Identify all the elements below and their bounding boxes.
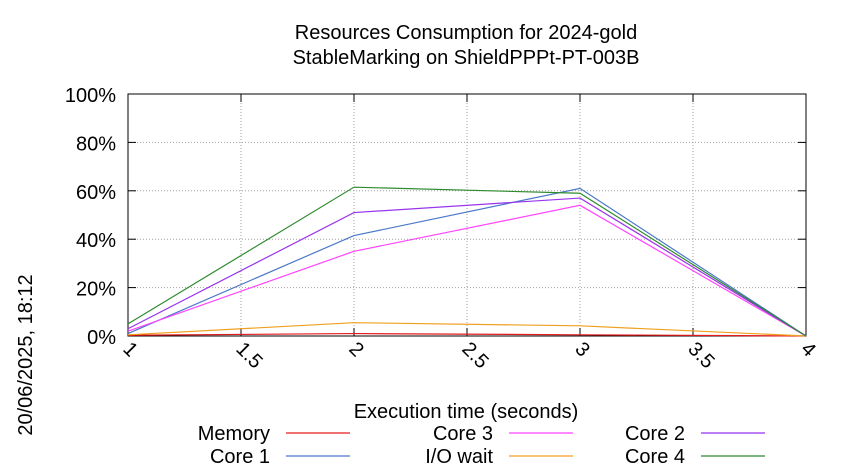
series-line-i-o-wait xyxy=(127,322,807,337)
series-line-core-4 xyxy=(127,186,807,337)
y-tick-label: 60% xyxy=(76,182,116,204)
legend-label-core-1: Core 1 xyxy=(210,446,270,468)
y-tick-labels: 0% 20% 40% 60% 80% 100% xyxy=(65,85,116,349)
axes xyxy=(127,93,807,337)
series-lines xyxy=(127,186,807,337)
x-tick-label: 4 xyxy=(796,338,819,361)
x-tick-label: 3 xyxy=(570,338,593,361)
y-tick-label: 0% xyxy=(87,327,116,349)
legend-label-core-2: Core 2 xyxy=(625,423,685,445)
legend-label-memory: Memory xyxy=(198,423,270,445)
chart-subtitle: StableMarking on ShieldPPPt-PT-003B xyxy=(293,47,640,69)
y-tick-label: 40% xyxy=(76,230,116,252)
series-line-memory xyxy=(127,332,807,337)
legend-label-core-3: Core 3 xyxy=(433,423,493,445)
legend-label-i-o-wait: I/O wait xyxy=(425,446,493,468)
series-line-core-1 xyxy=(127,187,807,337)
y-tick-label: 80% xyxy=(76,133,116,155)
plot-frame xyxy=(127,93,807,337)
x-tick-label: 2 xyxy=(344,338,367,361)
chart-title: Resources Consumption for 2024-gold xyxy=(295,22,637,44)
grid xyxy=(128,94,806,336)
timestamp: 20/06/2025, 18:12 xyxy=(15,274,37,435)
x-tick-label: 1.5 xyxy=(231,338,266,373)
x-axis-label: Execution time (seconds) xyxy=(354,401,579,423)
y-tick-label: 20% xyxy=(76,279,116,301)
x-tick-label: 3.5 xyxy=(683,338,718,373)
x-tick-label: 1 xyxy=(118,338,141,361)
legend-label-core-4: Core 4 xyxy=(625,446,685,468)
series-line-core-3 xyxy=(127,204,807,337)
y-tick-label: 100% xyxy=(65,85,116,107)
x-tick-label: 2.5 xyxy=(457,338,492,373)
x-tick-labels: 1 1.5 2 2.5 3 3.5 4 xyxy=(118,338,819,373)
series-line-core-2 xyxy=(127,197,807,337)
